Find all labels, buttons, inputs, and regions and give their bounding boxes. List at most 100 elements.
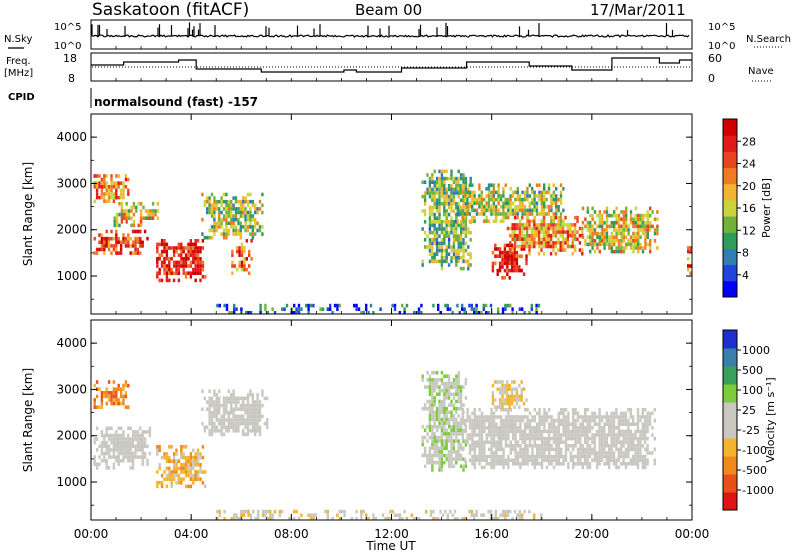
heatmap-cell [625,235,628,239]
heatmap-cell [225,232,228,236]
heatmap-cell [598,242,601,247]
heatmap-cell [230,225,233,229]
heatmap-cell [639,436,642,441]
heatmap-cell [504,462,508,466]
heatmap-cell [168,264,171,268]
heatmap-cell [365,513,368,517]
heatmap-cell [574,426,577,430]
heatmap-cell [495,408,498,412]
heatmap-cell [459,238,463,242]
heatmap-cell [213,207,216,211]
heatmap-cell [637,235,640,239]
heatmap-cell [423,220,427,224]
heatmap-cell [526,436,529,441]
heatmap-cell [199,267,202,272]
heatmap-cell [572,444,575,448]
heatmap-cell [423,464,427,469]
colorbar-tick-label: 25 [742,404,756,417]
heatmap-cell [615,228,618,232]
heatmap-cell [100,440,104,445]
heatmap-cell [93,383,96,388]
heatmap-cell [172,455,176,460]
heatmap-cell [443,169,446,174]
heatmap-cell [548,440,551,444]
heatmap-cell [426,187,429,192]
heatmap-cell [250,239,253,243]
heatmap-cell [160,481,164,485]
heatmap-cell [488,418,491,423]
heatmap-cell [627,408,630,412]
heatmap-cell [470,513,473,517]
heatmap-cell [639,228,642,232]
heatmap-cell [475,513,478,517]
heatmap-cell [435,252,439,256]
heatmap-cell [107,391,111,395]
heatmap-cell [648,451,652,455]
heatmap-cell [540,440,544,444]
heatmap-cell [105,199,108,203]
heatmap-cell [491,265,495,269]
heatmap-cell [567,418,570,423]
heatmap-cell [389,517,392,520]
heatmap-cell [136,247,140,252]
heatmap-cell [550,219,553,223]
heatmap-cell [215,199,218,204]
heatmap-cell [125,216,128,220]
heatmap-cell [612,415,616,419]
heatmap-cell [521,415,524,419]
heatmap-cell [254,225,257,229]
heatmap-cell [641,415,644,419]
heatmap-cell [632,221,635,225]
heatmap-cell [314,513,317,517]
heatmap-cell [521,433,524,437]
heatmap-cell [326,513,329,517]
heatmap-cell [246,421,250,426]
heatmap-cell [501,387,504,391]
heatmap-cell [536,426,539,430]
heatmap-cell [543,408,546,412]
heatmap-cell [184,473,188,478]
heatmap-cell [210,429,214,433]
heatmap-cell [533,201,536,205]
heatmap-cell [520,247,523,251]
heatmap-cell [445,385,448,389]
heatmap-cell [445,392,448,397]
heatmap-cell [528,426,532,430]
heatmap-cell [482,307,485,311]
heatmap-cell [435,446,439,451]
heatmap-cell [428,205,432,210]
heatmap-cell [600,418,604,423]
heatmap-cell [218,421,221,426]
heatmap-cell [210,421,214,426]
heatmap-cell [488,462,491,466]
heatmap-cell [499,212,503,216]
heatmap-cell [98,181,101,185]
heatmap-cell [485,201,488,205]
heatmap-cell [232,214,235,218]
heatmap-cell [507,205,510,209]
heatmap-cell [249,225,252,229]
heatmap-cell [519,462,522,466]
heatmap-cell [105,240,108,245]
heatmap-cell [538,212,541,216]
heatmap-cell [542,241,546,245]
heatmap-cell [593,458,596,462]
heatmap-cell [115,433,118,438]
heatmap-cell [438,453,441,458]
heatmap-cell [141,430,144,434]
heatmap-cell [158,445,161,449]
heatmap-cell [184,271,188,275]
heatmap-cell [187,473,190,478]
heatmap-cell [461,411,464,416]
heatmap-cell [483,454,486,459]
heatmap-cell [526,422,529,426]
heatmap-cell [589,221,592,225]
heatmap-cell [644,447,647,452]
heatmap-cell [581,251,584,256]
heatmap-cell [559,244,562,249]
heatmap-cell [443,187,446,192]
heatmap-cell [489,513,493,517]
heatmap-cell [103,177,106,182]
heatmap-cell [535,208,539,213]
heatmap-cell [562,433,565,437]
